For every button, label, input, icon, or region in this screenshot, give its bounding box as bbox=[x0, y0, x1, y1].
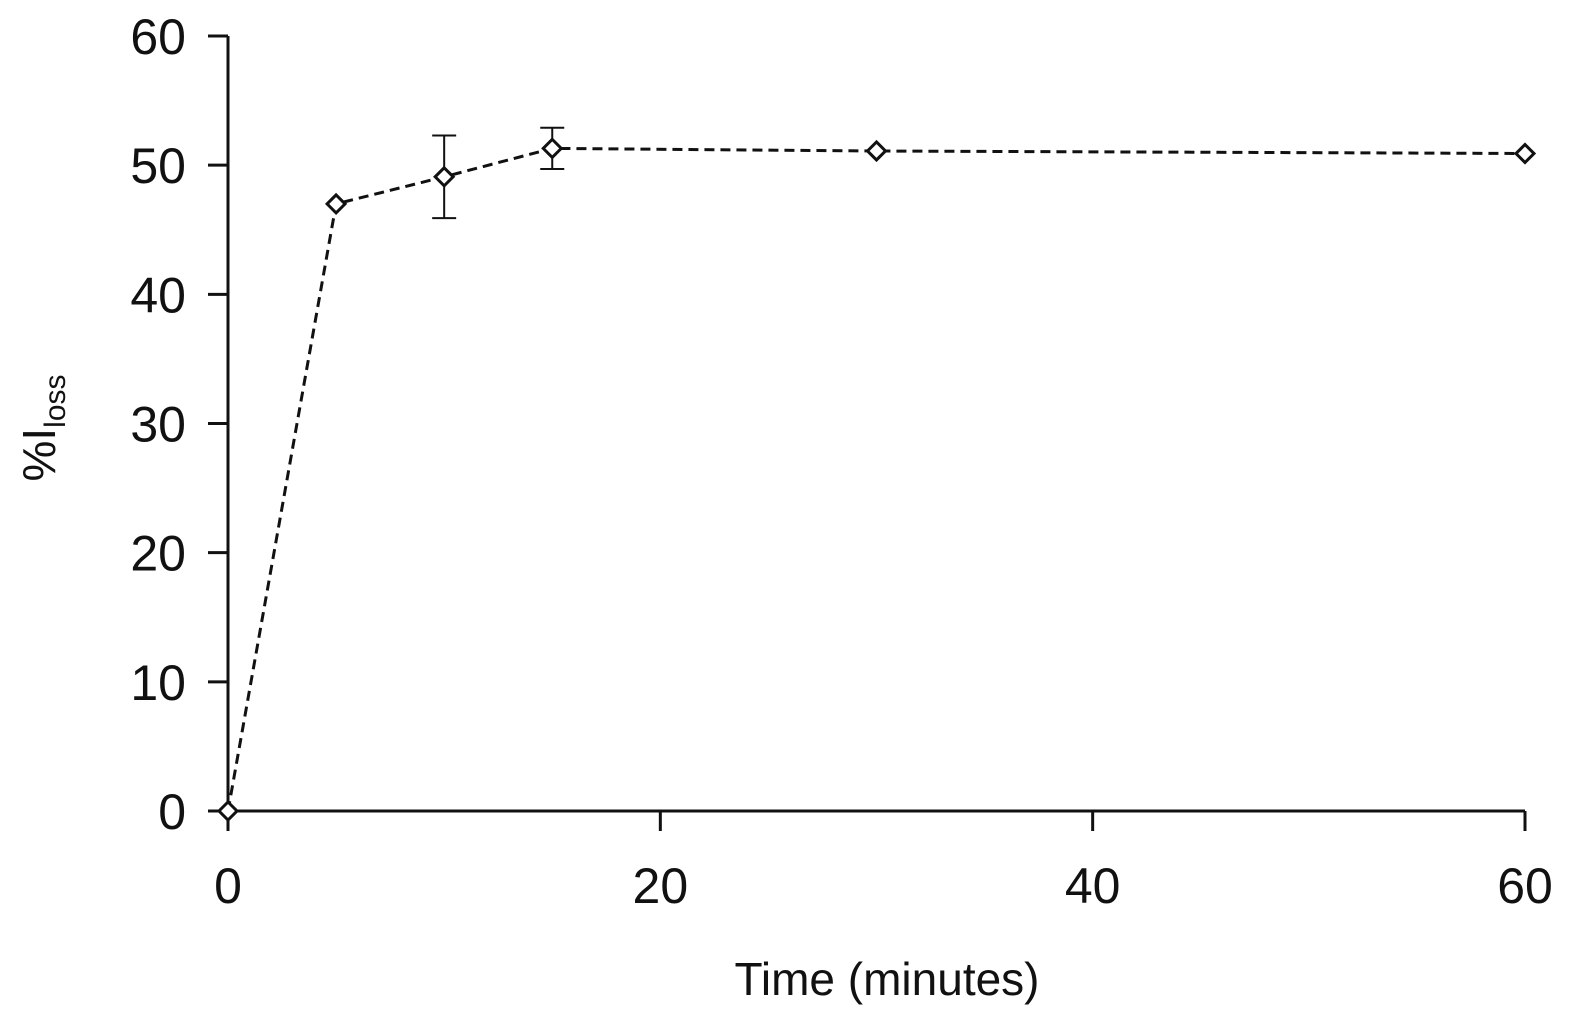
x-tick-label: 40 bbox=[1065, 858, 1121, 914]
data-point-marker bbox=[433, 165, 456, 188]
x-tick-label: 0 bbox=[214, 858, 242, 914]
y-tick-label: 40 bbox=[130, 267, 186, 323]
data-point-marker bbox=[865, 139, 888, 163]
x-axis: 0 20 40 60 bbox=[214, 809, 1553, 914]
y-tick-label: 0 bbox=[158, 784, 186, 840]
series-line bbox=[226, 146, 1526, 812]
y-tick-label: 30 bbox=[130, 397, 186, 453]
plot-area: 0 10 20 30 40 50 60 0 20 40 60 bbox=[130, 9, 1552, 914]
data-series bbox=[216, 126, 1537, 823]
y-axis-title: %Iloss bbox=[13, 374, 72, 481]
y-tick-label: 20 bbox=[130, 526, 186, 582]
x-axis-title: Time (minutes) bbox=[735, 953, 1040, 1005]
y-axis: 0 10 20 30 40 50 60 bbox=[130, 9, 230, 840]
data-point-marker bbox=[216, 799, 240, 823]
data-point-marker bbox=[324, 192, 348, 216]
data-point-marker bbox=[1513, 142, 1537, 165]
x-tick-label: 20 bbox=[633, 858, 689, 914]
x-tick-label: 60 bbox=[1497, 858, 1553, 914]
y-axis-title-subscript: loss bbox=[39, 374, 72, 427]
data-point-marker bbox=[541, 137, 564, 160]
y-tick-label: 50 bbox=[130, 138, 186, 194]
y-tick-label: 10 bbox=[130, 655, 186, 711]
y-tick-label: 60 bbox=[130, 9, 186, 65]
y-axis-title-main: %I bbox=[13, 428, 65, 482]
